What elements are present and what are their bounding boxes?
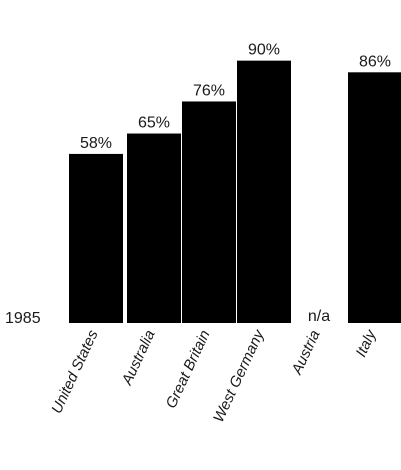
value-labels-group: 58% 65% 76% 90% n/a 86%	[80, 42, 391, 325]
bar-australia	[127, 133, 181, 323]
category-label-united-states: United States	[48, 327, 102, 416]
bars-group	[69, 60, 401, 324]
bar-italy	[348, 72, 401, 323]
bar-west-germany	[237, 60, 291, 324]
category-label-great-britain: Great Britain	[163, 328, 214, 411]
value-label-australia: 65%	[138, 115, 170, 132]
bar-great-britain	[182, 101, 236, 324]
category-label-west-germany: West Germany	[210, 326, 268, 425]
category-label-austria: Austria	[288, 328, 324, 378]
value-label-united-states: 58%	[80, 135, 112, 152]
bar-united-states	[69, 153, 123, 323]
value-label-austria: n/a	[308, 308, 330, 325]
year-label: 1985	[5, 310, 41, 327]
category-labels-group: United States Australia Great BritainWest …	[48, 326, 380, 425]
value-label-west-germany: 90%	[248, 42, 280, 59]
value-label-great-britain: 76%	[193, 82, 225, 99]
category-label-australia: Australia	[118, 328, 158, 389]
category-label-italy: Italy	[353, 326, 381, 359]
value-label-italy: 86%	[359, 53, 391, 70]
